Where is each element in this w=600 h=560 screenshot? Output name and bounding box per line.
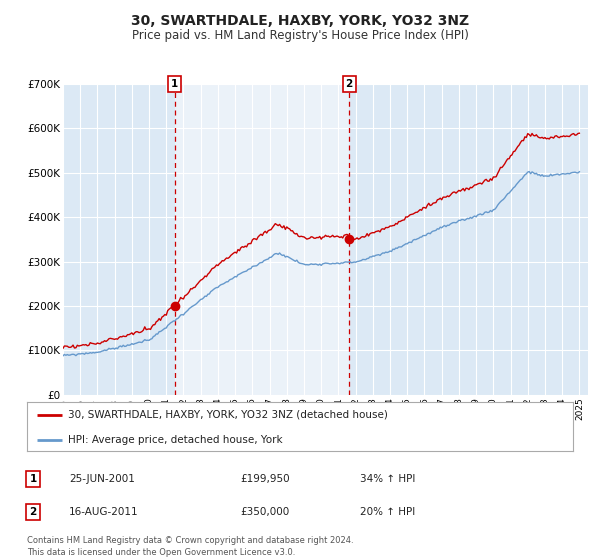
Text: 30, SWARTHDALE, HAXBY, YORK, YO32 3NZ: 30, SWARTHDALE, HAXBY, YORK, YO32 3NZ (131, 14, 469, 28)
Text: Price paid vs. HM Land Registry's House Price Index (HPI): Price paid vs. HM Land Registry's House … (131, 29, 469, 42)
Text: HPI: Average price, detached house, York: HPI: Average price, detached house, York (68, 435, 283, 445)
Bar (175, 84, 349, 395)
Text: 1: 1 (29, 474, 37, 484)
Text: 20% ↑ HPI: 20% ↑ HPI (360, 507, 415, 517)
Text: Contains HM Land Registry data © Crown copyright and database right 2024.
This d: Contains HM Land Registry data © Crown c… (27, 536, 353, 557)
Text: £350,000: £350,000 (240, 507, 289, 517)
Text: 16-AUG-2011: 16-AUG-2011 (69, 507, 139, 517)
Text: £199,950: £199,950 (240, 474, 290, 484)
Text: 34% ↑ HPI: 34% ↑ HPI (360, 474, 415, 484)
Text: 25-JUN-2001: 25-JUN-2001 (69, 474, 135, 484)
Text: 1: 1 (171, 79, 178, 89)
Text: 2: 2 (346, 79, 353, 89)
Text: 30, SWARTHDALE, HAXBY, YORK, YO32 3NZ (detached house): 30, SWARTHDALE, HAXBY, YORK, YO32 3NZ (d… (68, 410, 388, 420)
Text: 2: 2 (29, 507, 37, 517)
